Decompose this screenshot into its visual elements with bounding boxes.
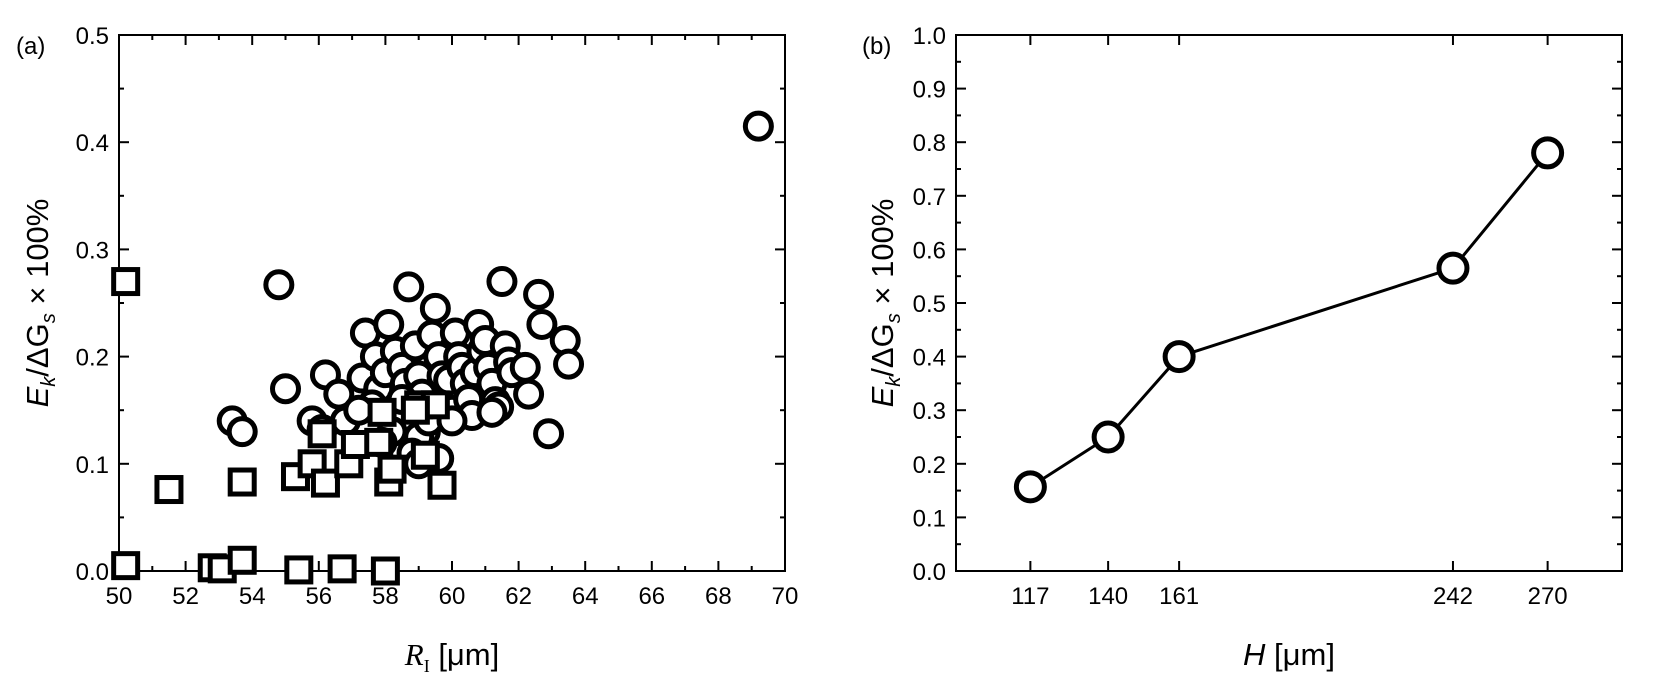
panel-b-y-tick-label: 0.0 — [913, 559, 946, 586]
panel-b-x-axis-title: H [μm] — [1243, 637, 1335, 672]
circle-marker — [1162, 340, 1196, 374]
panel-a-label: (a) — [16, 33, 45, 60]
circle-marker — [226, 416, 258, 448]
square-marker — [284, 555, 314, 585]
circle-marker — [1091, 420, 1125, 454]
panel-b-x-tick-label: 242 — [1433, 583, 1473, 610]
square-marker — [227, 467, 257, 497]
panel-a-x-tick-label: 58 — [372, 583, 399, 610]
square-marker — [400, 395, 430, 425]
panel-a-x-tick-label: 70 — [772, 583, 799, 610]
panel-b-y-tick-label: 0.2 — [913, 452, 946, 479]
panel-a-y-axis-title: Ek/ΔGs × 100% — [20, 199, 60, 408]
panel-a-x-tick-label: 56 — [305, 583, 332, 610]
panel-a-tick-labels: 50 52 54 56 58 60 62 64 66 68 70 0.0 0.1 0.2 0.3 0.4 0.5 — [76, 23, 799, 610]
panel-a-data-points — [111, 110, 774, 586]
circle-marker — [263, 269, 295, 301]
circle-marker — [486, 266, 518, 298]
square-marker — [410, 440, 440, 470]
panel-a-y-tick-label: 0.2 — [76, 345, 109, 372]
square-marker — [310, 468, 340, 498]
panel-a-x-tick-label: 66 — [638, 583, 665, 610]
circle-marker — [523, 278, 555, 310]
panel-b-y-tick-label: 0.3 — [913, 398, 946, 425]
square-marker — [111, 551, 141, 581]
circle-marker — [533, 418, 565, 450]
panel-b-label: (b) — [862, 33, 891, 60]
square-marker — [111, 267, 141, 297]
panel-b-y-tick-label: 0.9 — [913, 77, 946, 104]
square-marker — [340, 430, 370, 460]
square-marker — [227, 545, 257, 575]
panel-b-y-tick-label: 0.1 — [913, 505, 946, 532]
square-marker — [307, 419, 337, 449]
square-marker — [427, 470, 457, 500]
square-marker — [154, 475, 184, 505]
square-marker — [377, 454, 407, 484]
panel-b-tick-labels: 117 140 161 242 270 0.0 0.1 0.2 0.3 0.4 0.5 0.6 0.7 0… — [913, 23, 1568, 610]
panel-a-y-tick-label: 0.5 — [76, 23, 109, 50]
panel-b-ticks — [956, 34, 1622, 572]
panel-a-x-tick-label: 50 — [106, 583, 133, 610]
panel-b-y-tick-label: 1.0 — [913, 23, 946, 50]
square-marker — [364, 427, 394, 457]
panel-b-y-tick-label: 0.8 — [913, 130, 946, 157]
circle-marker — [509, 351, 541, 383]
circle-marker — [1436, 251, 1470, 285]
circle-marker — [270, 373, 301, 405]
panel-b-x-tick-label: 117 — [1011, 583, 1049, 610]
panel-b-y-tick-label: 0.5 — [913, 291, 946, 318]
circle-marker — [553, 348, 585, 380]
panel-a-x-tick-label: 68 — [705, 583, 732, 610]
circle-marker — [1531, 136, 1565, 170]
panel-a-y-tick-label: 0.3 — [76, 237, 109, 264]
panel-a-y-tick-label: 0.4 — [76, 130, 109, 157]
panel-a-y-tick-label: 0.1 — [76, 452, 109, 479]
panel-b-x-tick-label: 270 — [1528, 583, 1568, 610]
panel-a-x-tick-label: 64 — [572, 583, 599, 610]
square-marker — [327, 554, 357, 584]
panel-a-y-tick-label: 0.0 — [76, 559, 109, 586]
circle-marker — [476, 396, 508, 428]
panel-a-x-axis-title: RI [μm] — [404, 637, 499, 676]
panel-a-x-tick-label: 60 — [439, 583, 466, 610]
circle-marker — [1013, 470, 1047, 504]
panel-b-y-tick-label: 0.7 — [913, 184, 946, 211]
panel-a-x-tick-label: 52 — [172, 583, 199, 610]
panel-b-data-points — [1013, 136, 1565, 504]
panel-a-scatter-chart: (a) 50 52 54 56 58 60 62 64 66 68 70 0.0 0.1 0.2 0.3 0.… — [16, 23, 798, 676]
square-marker — [367, 397, 397, 427]
panel-b-y-axis-title: Ek/ΔGs × 100% — [865, 199, 905, 408]
circle-marker — [373, 308, 405, 340]
circle-marker — [742, 110, 774, 142]
circle-marker — [393, 271, 425, 303]
panel-b-line-chart: (b) 117 140 161 242 270 0.0 0.1 0.2 0.3 0.4 0.5 0.6… — [862, 23, 1623, 672]
panel-a-ticks — [118, 34, 786, 572]
circle-marker — [526, 308, 558, 340]
panel-b-y-tick-label: 0.4 — [913, 345, 946, 372]
panel-a-x-tick-label: 62 — [505, 583, 532, 610]
panel-b-x-tick-label: 161 — [1159, 583, 1199, 610]
panel-a-x-tick-label: 54 — [239, 583, 266, 610]
panel-b-y-tick-label: 0.6 — [913, 237, 946, 264]
circle-marker — [513, 378, 545, 410]
circle-marker — [419, 292, 451, 324]
panel-b-x-tick-label: 140 — [1088, 583, 1128, 610]
square-marker — [370, 556, 400, 586]
